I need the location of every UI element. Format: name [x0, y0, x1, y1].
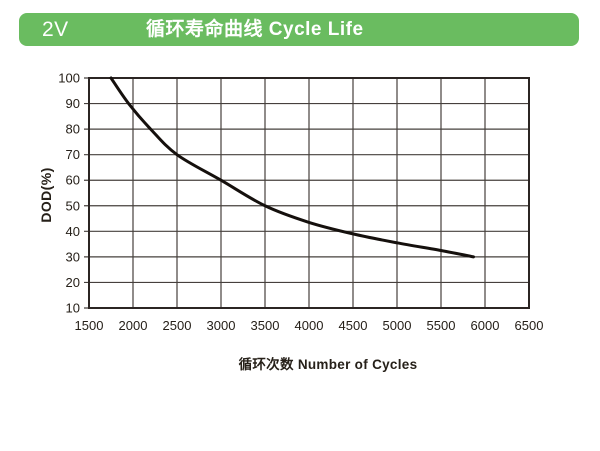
cycle-life-curve	[109, 76, 476, 259]
y-tick-label: 60	[66, 173, 80, 188]
y-tick-label: 20	[66, 275, 80, 290]
x-tick-label: 2000	[119, 318, 148, 333]
y-tick-label: 30	[66, 249, 80, 264]
y-tick-label: 10	[66, 301, 80, 316]
x-tick-label: 6000	[471, 318, 500, 333]
chart-title: 循环寿命曲线 Cycle Life	[146, 19, 364, 40]
x-tick-label: 1500	[75, 318, 104, 333]
y-axis-title: DOD(%)	[38, 167, 54, 223]
plot-border	[88, 77, 530, 309]
y-tick-label: 40	[66, 224, 80, 239]
x-tick-label: 3000	[207, 318, 236, 333]
x-axis-title: 循环次数 Number of Cycles	[238, 357, 418, 372]
x-tick-label: 4000	[295, 318, 324, 333]
y-tick-label: 80	[66, 122, 80, 137]
y-tick-label: 70	[66, 147, 80, 162]
y-axis-tick-labels: 10 20 30 40 50 60 70 80 90 100	[58, 71, 80, 316]
x-tick-label: 5500	[427, 318, 456, 333]
y-tick-label: 90	[66, 96, 80, 111]
y-tick-label: 50	[66, 198, 80, 213]
x-axis-tick-labels: 1500 2000 2500 3000 3500 4000 4500 5000 5500 6000…	[75, 318, 544, 333]
x-tick-label: 6500	[515, 318, 544, 333]
grid-lines	[84, 77, 530, 309]
x-tick-label: 5000	[383, 318, 412, 333]
x-tick-label: 4500	[339, 318, 368, 333]
x-tick-label: 3500	[251, 318, 280, 333]
x-tick-label: 2500	[163, 318, 192, 333]
y-tick-label: 100	[58, 71, 80, 86]
product-voltage-badge: 2V	[42, 18, 69, 41]
header-bar: 2V 循环寿命曲线 Cycle Life	[19, 13, 579, 46]
